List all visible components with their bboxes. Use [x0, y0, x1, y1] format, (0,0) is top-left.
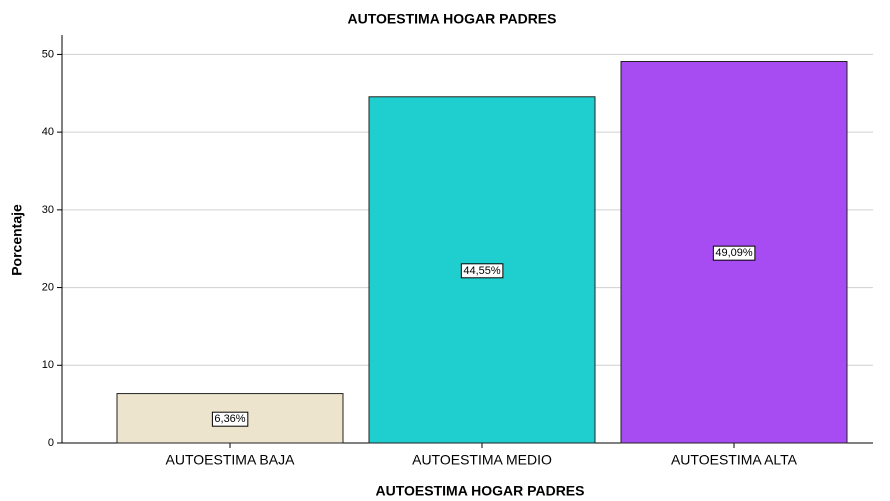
y-axis-label: Porcentaje	[9, 204, 25, 276]
y-tick-label: 0	[48, 437, 54, 449]
y-tick-label: 20	[42, 281, 54, 293]
data-label-box	[460, 263, 504, 279]
x-tick-label: AUTOESTIMA ALTA	[671, 452, 798, 468]
data-label: 49,09%	[715, 247, 753, 259]
y-tick-label: 50	[42, 48, 54, 60]
x-axis-label: AUTOESTIMA HOGAR PADRES	[376, 483, 585, 499]
y-tick-label: 40	[42, 126, 54, 138]
data-label-box	[211, 411, 249, 427]
y-tick-label: 10	[42, 359, 54, 371]
data-label: 6,36%	[214, 413, 245, 425]
data-label-box	[712, 245, 756, 261]
y-tick-label: 30	[42, 204, 54, 216]
chart-title: AUTOESTIMA HOGAR PADRES	[348, 11, 557, 27]
data-label: 44,55%	[463, 265, 501, 277]
x-tick-label: AUTOESTIMA MEDIO	[412, 452, 552, 468]
x-tick-label: AUTOESTIMA BAJA	[166, 452, 296, 468]
